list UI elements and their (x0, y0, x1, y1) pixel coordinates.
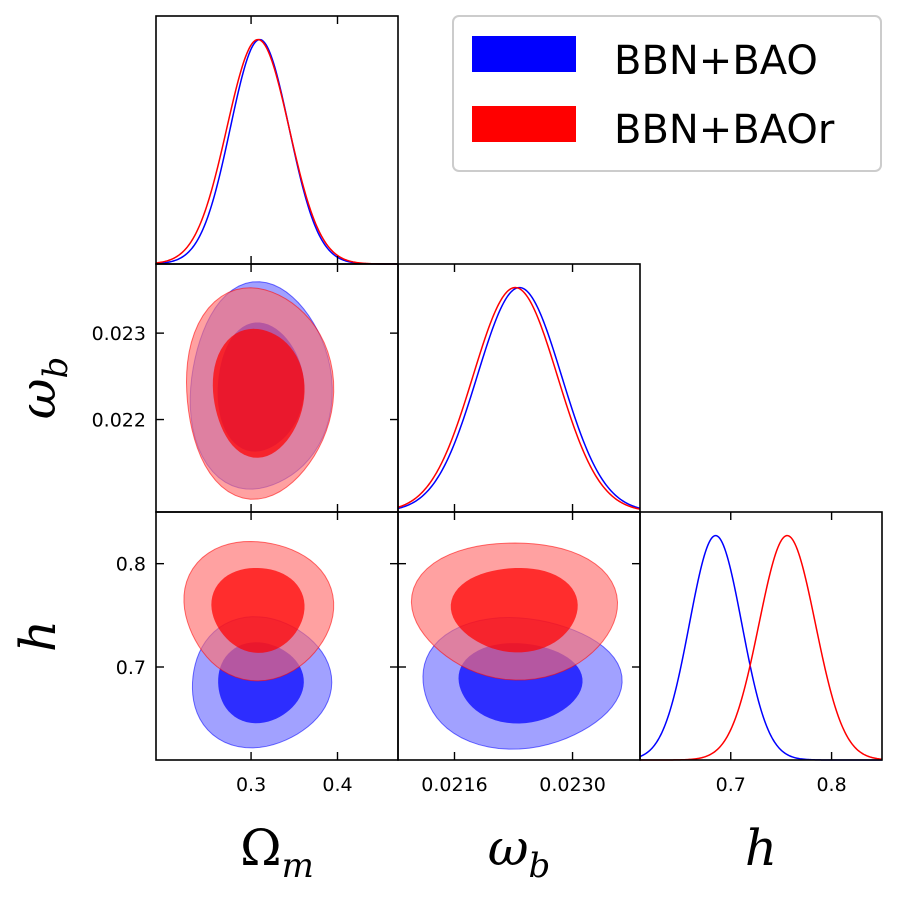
tick-layer: 0.3 0.4 0.0216 0.0230 0.7 0.8 0.022 0.023 0.7 0.8 (92, 16, 847, 796)
curve-h-bbn-bao (639, 534, 882, 761)
curve-wb-bbn-bao (397, 286, 641, 510)
contour-layer (183, 281, 623, 750)
curve-Om-bbn-bao (155, 38, 398, 265)
legend-swatch-bbn-baor (472, 106, 576, 142)
x-tick-label-wb: 0.0230 (539, 774, 605, 796)
curve-wb-bbn-baor (397, 286, 641, 510)
curve-layer (155, 38, 883, 761)
panel-frame-1-1 (397, 263, 641, 513)
legend: BBN+BAO BBN+BAOr (452, 15, 882, 172)
contour-1sigma-wb-h-bbn-baor (450, 567, 578, 653)
panel-frame-0-0 (155, 15, 399, 265)
curve-Om-bbn-baor (155, 38, 398, 265)
x-axis-label-h: h (745, 819, 777, 877)
x-tick-label-h: 0.7 (716, 774, 746, 796)
y-tick-label-wb: 0.023 (92, 323, 146, 345)
x-tick-label-Om: 0.4 (322, 774, 352, 796)
curve-h-bbn-baor (640, 534, 883, 761)
y-tick-label-wb: 0.022 (92, 410, 146, 432)
panel-frames (155, 15, 883, 761)
x-axis-label-omega-m: Ωm (240, 819, 314, 886)
legend-swatch-bbn-bao (472, 36, 576, 72)
y-axis-label-omega-b: ωb (9, 357, 76, 420)
y-tick-label-h: 0.8 (116, 554, 146, 576)
x-tick-label-wb: 0.0216 (421, 774, 487, 796)
contour-1sigma-Om-h-bbn-baor (211, 567, 305, 653)
legend-label-bbn-baor: BBN+BAOr (614, 107, 835, 153)
x-axis-label-omega-b: ωb (488, 819, 551, 886)
panel-frame-2-2 (639, 511, 883, 761)
legend-label-bbn-bao: BBN+BAO (614, 38, 818, 84)
y-axis-label-h: h (9, 620, 67, 652)
x-tick-label-h: 0.8 (816, 774, 846, 796)
x-tick-label-Om: 0.3 (236, 774, 266, 796)
label-layer: Ωm ωb h ωb h (9, 357, 777, 886)
y-tick-label-h: 0.7 (116, 657, 146, 679)
contour-1sigma-Om-wb-bbn-baor (212, 328, 305, 458)
